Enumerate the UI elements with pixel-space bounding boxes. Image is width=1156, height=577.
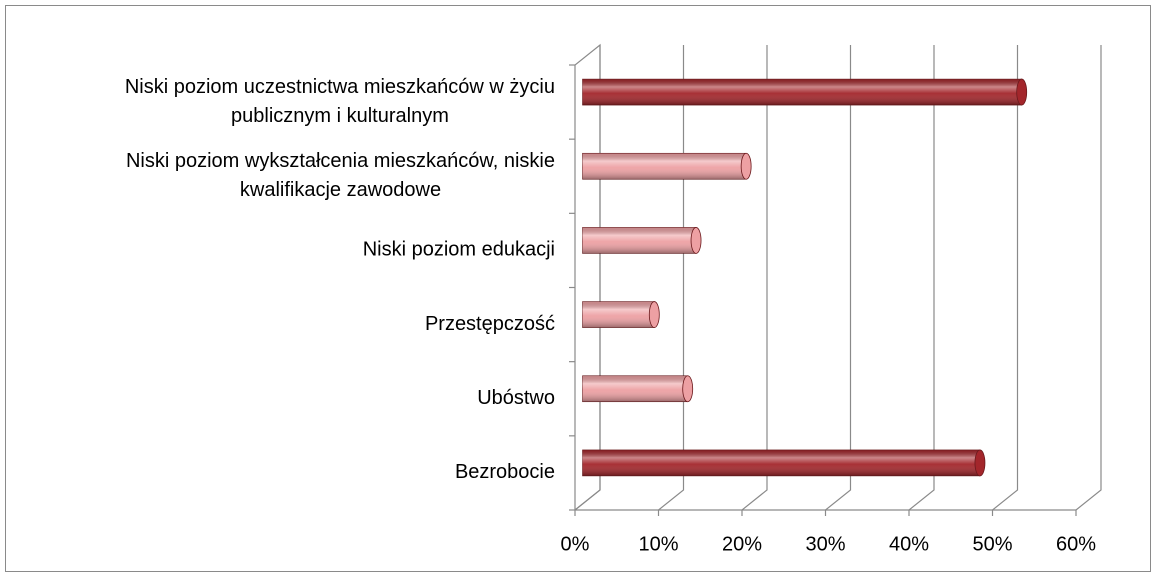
x-tick-label: 50%: [972, 533, 1012, 555]
grid-line: [1075, 45, 1102, 511]
y-tick-label: Ubóstwo: [477, 387, 555, 409]
y-tick-label: Przestępczość: [425, 313, 555, 335]
grid-line: [574, 45, 601, 511]
grid-line: [658, 45, 685, 511]
bar-shade: [582, 79, 1022, 106]
bar-cap: [974, 449, 986, 477]
grid-line: [992, 45, 1019, 511]
y-tick-label: kwalifikacje zawodowe: [240, 179, 441, 201]
y-tick-label: Niski poziom wykształcenia mieszkańców, …: [126, 150, 555, 172]
x-tick-label: 30%: [805, 533, 845, 555]
grid-line: [908, 45, 935, 511]
grid-line: [741, 45, 768, 511]
y-tick-label: Niski poziom edukacji: [363, 239, 555, 261]
bar-shade: [582, 375, 688, 402]
x-tick-label: 10%: [638, 533, 678, 555]
grid-line: [825, 45, 852, 511]
bar-shade: [582, 153, 747, 180]
y-tick-label: Niski poziom uczestnictwa mieszkańców w …: [125, 76, 555, 98]
x-tick-label: 20%: [722, 533, 762, 555]
bar-cap: [1016, 78, 1028, 106]
bar-shade: [582, 227, 697, 254]
bar-cap: [690, 227, 702, 254]
y-tick-label: publicznym i kulturalnym: [231, 105, 449, 127]
x-tick-label: 60%: [1056, 533, 1096, 555]
bar-cap: [682, 375, 694, 403]
y-tick-label: Bezrobocie: [455, 461, 555, 483]
x-tick-label: 40%: [889, 533, 929, 555]
x-tick-label: 0%: [561, 533, 590, 555]
bar-cap: [648, 301, 660, 328]
bar-shade: [582, 449, 980, 476]
bar-shade: [582, 301, 655, 328]
bar-cap: [740, 152, 752, 180]
